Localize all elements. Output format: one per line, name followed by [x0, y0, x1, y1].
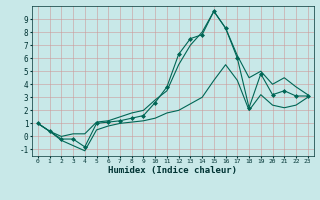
- X-axis label: Humidex (Indice chaleur): Humidex (Indice chaleur): [108, 166, 237, 175]
